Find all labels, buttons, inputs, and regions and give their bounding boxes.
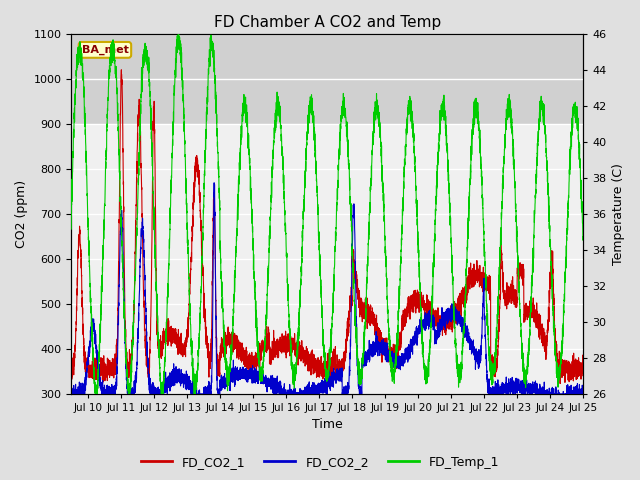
Title: FD Chamber A CO2 and Temp: FD Chamber A CO2 and Temp (214, 15, 441, 30)
Bar (71, 34, 583, 124)
Y-axis label: CO2 (ppm): CO2 (ppm) (15, 180, 28, 248)
Legend: FD_CO2_1, FD_CO2_2, FD_Temp_1: FD_CO2_1, FD_CO2_2, FD_Temp_1 (136, 451, 504, 474)
Bar (71, 124, 583, 394)
X-axis label: Time: Time (312, 419, 342, 432)
Text: BA_met: BA_met (81, 45, 129, 55)
Y-axis label: Temperature (C): Temperature (C) (612, 163, 625, 265)
